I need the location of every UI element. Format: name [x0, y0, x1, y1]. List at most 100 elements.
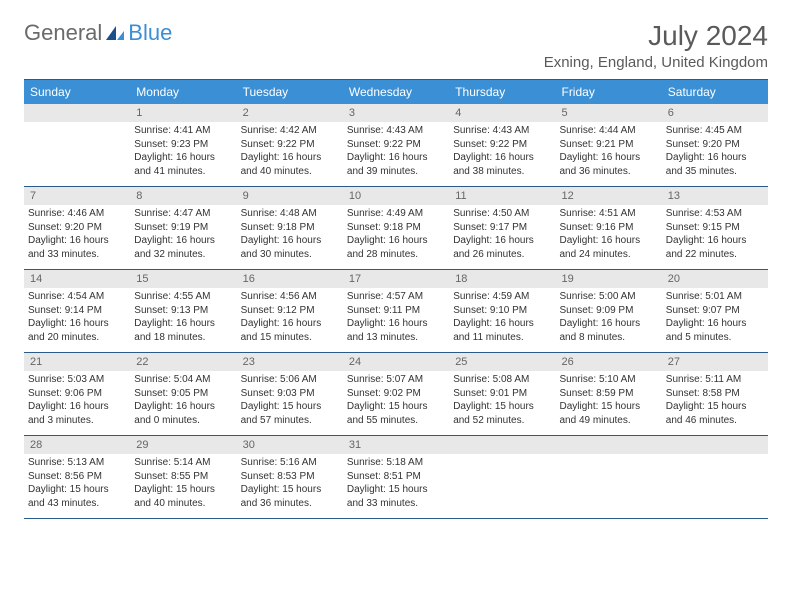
day-detail-cell: Sunrise: 4:56 AMSunset: 9:12 PMDaylight:…: [237, 288, 343, 352]
day-sunset: Sunset: 8:51 PM: [347, 470, 445, 484]
day-number-cell: 10: [343, 187, 449, 205]
weekday-header: Tuesday: [237, 80, 343, 104]
logo-sail-icon: [104, 24, 126, 42]
day-daylight1: Daylight: 16 hours: [666, 234, 764, 248]
title-block: July 2024 Exning, England, United Kingdo…: [544, 20, 768, 71]
day-daylight1: Daylight: 15 hours: [241, 483, 339, 497]
day-daylight1: Daylight: 15 hours: [666, 400, 764, 414]
day-daylight2: and 57 minutes.: [241, 414, 339, 428]
day-detail-cell: [449, 454, 555, 518]
logo: General Blue: [24, 20, 172, 46]
day-detail-cell: Sunrise: 5:00 AMSunset: 9:09 PMDaylight:…: [555, 288, 661, 352]
day-sunrise: Sunrise: 4:55 AM: [134, 290, 232, 304]
day-sunset: Sunset: 9:13 PM: [134, 304, 232, 318]
day-daylight1: Daylight: 16 hours: [347, 234, 445, 248]
day-sunset: Sunset: 9:07 PM: [666, 304, 764, 318]
calendar: SundayMondayTuesdayWednesdayThursdayFrid…: [24, 79, 768, 519]
month-title: July 2024: [544, 20, 768, 52]
day-daylight2: and 35 minutes.: [666, 165, 764, 179]
day-sunset: Sunset: 9:14 PM: [28, 304, 126, 318]
weekday-header: Saturday: [662, 80, 768, 104]
day-daylight2: and 20 minutes.: [28, 331, 126, 345]
day-daylight2: and 26 minutes.: [453, 248, 551, 262]
day-number-cell: 3: [343, 104, 449, 122]
day-sunset: Sunset: 9:22 PM: [347, 138, 445, 152]
day-sunrise: Sunrise: 5:11 AM: [666, 373, 764, 387]
day-sunrise: Sunrise: 4:45 AM: [666, 124, 764, 138]
day-daylight1: Daylight: 15 hours: [134, 483, 232, 497]
day-daylight2: and 36 minutes.: [241, 497, 339, 511]
day-sunrise: Sunrise: 4:42 AM: [241, 124, 339, 138]
day-sunrise: Sunrise: 4:53 AM: [666, 207, 764, 221]
day-daylight1: Daylight: 15 hours: [347, 400, 445, 414]
day-daylight1: Daylight: 16 hours: [241, 317, 339, 331]
day-sunrise: Sunrise: 5:03 AM: [28, 373, 126, 387]
day-daylight1: Daylight: 16 hours: [134, 400, 232, 414]
day-sunrise: Sunrise: 5:04 AM: [134, 373, 232, 387]
day-sunrise: Sunrise: 5:10 AM: [559, 373, 657, 387]
day-number-cell: 5: [555, 104, 661, 122]
day-sunset: Sunset: 9:15 PM: [666, 221, 764, 235]
day-sunrise: Sunrise: 4:57 AM: [347, 290, 445, 304]
day-daylight1: Daylight: 15 hours: [241, 400, 339, 414]
day-number-cell: 11: [449, 187, 555, 205]
day-number-cell: 14: [24, 270, 130, 288]
day-sunset: Sunset: 8:55 PM: [134, 470, 232, 484]
day-detail-cell: [24, 122, 130, 186]
day-number-cell: 12: [555, 187, 661, 205]
day-sunset: Sunset: 9:18 PM: [241, 221, 339, 235]
day-daylight2: and 11 minutes.: [453, 331, 551, 345]
day-sunrise: Sunrise: 4:51 AM: [559, 207, 657, 221]
day-sunrise: Sunrise: 4:46 AM: [28, 207, 126, 221]
day-daylight1: Daylight: 16 hours: [347, 151, 445, 165]
day-detail-cell: Sunrise: 4:44 AMSunset: 9:21 PMDaylight:…: [555, 122, 661, 186]
day-sunset: Sunset: 9:06 PM: [28, 387, 126, 401]
day-detail-cell: Sunrise: 4:55 AMSunset: 9:13 PMDaylight:…: [130, 288, 236, 352]
day-detail-cell: Sunrise: 5:13 AMSunset: 8:56 PMDaylight:…: [24, 454, 130, 518]
day-detail-cell: Sunrise: 4:43 AMSunset: 9:22 PMDaylight:…: [449, 122, 555, 186]
day-detail-cell: Sunrise: 4:41 AMSunset: 9:23 PMDaylight:…: [130, 122, 236, 186]
day-detail-cell: Sunrise: 5:18 AMSunset: 8:51 PMDaylight:…: [343, 454, 449, 518]
day-detail-cell: Sunrise: 5:01 AMSunset: 9:07 PMDaylight:…: [662, 288, 768, 352]
day-daylight1: Daylight: 16 hours: [666, 151, 764, 165]
day-sunset: Sunset: 9:02 PM: [347, 387, 445, 401]
day-daylight2: and 39 minutes.: [347, 165, 445, 179]
day-detail-cell: Sunrise: 5:03 AMSunset: 9:06 PMDaylight:…: [24, 371, 130, 435]
day-sunrise: Sunrise: 4:54 AM: [28, 290, 126, 304]
day-daylight2: and 13 minutes.: [347, 331, 445, 345]
day-number-cell: 2: [237, 104, 343, 122]
day-number-cell: 16: [237, 270, 343, 288]
day-number-cell: 23: [237, 353, 343, 371]
day-detail-cell: Sunrise: 4:51 AMSunset: 9:16 PMDaylight:…: [555, 205, 661, 269]
day-daylight1: Daylight: 16 hours: [559, 234, 657, 248]
day-detail-cell: Sunrise: 4:50 AMSunset: 9:17 PMDaylight:…: [449, 205, 555, 269]
day-sunset: Sunset: 9:22 PM: [241, 138, 339, 152]
day-daylight1: Daylight: 16 hours: [559, 317, 657, 331]
day-detail-row: Sunrise: 5:13 AMSunset: 8:56 PMDaylight:…: [24, 454, 768, 519]
day-daylight1: Daylight: 15 hours: [453, 400, 551, 414]
day-daylight2: and 55 minutes.: [347, 414, 445, 428]
day-sunrise: Sunrise: 4:47 AM: [134, 207, 232, 221]
day-detail-cell: Sunrise: 4:53 AMSunset: 9:15 PMDaylight:…: [662, 205, 768, 269]
day-number-cell: 21: [24, 353, 130, 371]
day-sunset: Sunset: 9:01 PM: [453, 387, 551, 401]
weekday-header: Friday: [555, 80, 661, 104]
day-sunrise: Sunrise: 5:06 AM: [241, 373, 339, 387]
day-sunrise: Sunrise: 4:41 AM: [134, 124, 232, 138]
day-sunset: Sunset: 9:12 PM: [241, 304, 339, 318]
day-detail-row: Sunrise: 4:54 AMSunset: 9:14 PM Daylight:…: [24, 288, 768, 353]
day-number-cell: 9: [237, 187, 343, 205]
day-daylight2: and 24 minutes.: [559, 248, 657, 262]
day-daylight2: and 40 minutes.: [241, 165, 339, 179]
day-daylight2: and 28 minutes.: [347, 248, 445, 262]
day-detail-cell: Sunrise: 4:48 AMSunset: 9:18 PMDaylight:…: [237, 205, 343, 269]
day-daylight1: Daylight: 15 hours: [559, 400, 657, 414]
day-number-cell: 25: [449, 353, 555, 371]
day-daylight2: and 43 minutes.: [28, 497, 126, 511]
day-daylight1: Daylight: 16 hours: [453, 151, 551, 165]
day-number-cell: 19: [555, 270, 661, 288]
day-daylight1: Daylight: 16 hours: [559, 151, 657, 165]
day-number-row: 123456: [24, 104, 768, 122]
day-detail-cell: Sunrise: 4:54 AMSunset: 9:14 PMDaylight:…: [24, 288, 130, 352]
day-detail-cell: Sunrise: 4:45 AMSunset: 9:20 PMDaylight:…: [662, 122, 768, 186]
